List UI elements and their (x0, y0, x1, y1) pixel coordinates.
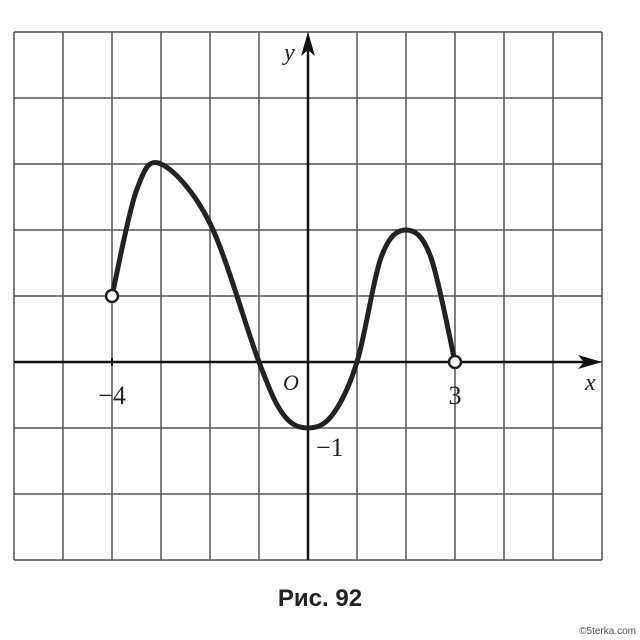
x-axis-label: x (584, 370, 596, 396)
open-endpoint (447, 354, 463, 370)
watermark: ©5terka.com (579, 626, 636, 637)
y-tick-label: −1 (316, 433, 344, 462)
y-axis-arrow (301, 32, 315, 56)
caption: Рис. 92 (278, 585, 362, 612)
x-axis-arrow (578, 355, 602, 369)
curve (109, 160, 458, 431)
open-endpoint (104, 288, 120, 304)
x-tick-label: −4 (98, 381, 126, 410)
origin-label: O (283, 370, 299, 395)
x-tick-label: 3 (449, 381, 462, 410)
y-axis-label: y (282, 40, 295, 66)
